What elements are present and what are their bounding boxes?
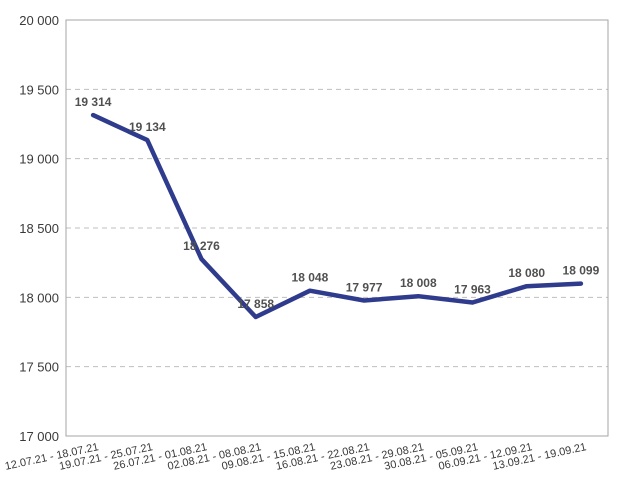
series-group bbox=[90, 112, 584, 320]
data-label: 17 858 bbox=[237, 297, 274, 311]
data-label: 18 276 bbox=[183, 239, 220, 253]
data-label: 18 080 bbox=[508, 266, 545, 280]
data-label: 18 048 bbox=[292, 271, 329, 285]
y-axis-ticks: 17 000 17 500 18 000 18 500 19 000 19 500 20 0… bbox=[19, 13, 59, 444]
data-label: 17 963 bbox=[454, 282, 491, 296]
data-label: 18 099 bbox=[563, 264, 600, 278]
data-label: 18 008 bbox=[400, 276, 437, 290]
plot-frame bbox=[65, 19, 609, 437]
data-label: 19 314 bbox=[75, 95, 112, 109]
y-tick-label: 18 500 bbox=[19, 221, 59, 236]
y-tick-label: 18 000 bbox=[19, 290, 59, 305]
y-tick-label: 17 500 bbox=[19, 360, 59, 375]
series-line bbox=[90, 112, 584, 320]
data-label: 17 977 bbox=[346, 281, 383, 295]
y-tick-label: 19 500 bbox=[19, 82, 59, 97]
axes bbox=[65, 19, 609, 437]
y-tick-label: 19 000 bbox=[19, 152, 59, 167]
data-labels: 19 314 19 134 18 276 17 858 18 048 17 977 18 0… bbox=[75, 95, 600, 311]
y-tick-label: 17 000 bbox=[19, 429, 59, 444]
y-tick-label: 20 000 bbox=[19, 13, 59, 28]
data-label: 19 134 bbox=[129, 120, 166, 134]
